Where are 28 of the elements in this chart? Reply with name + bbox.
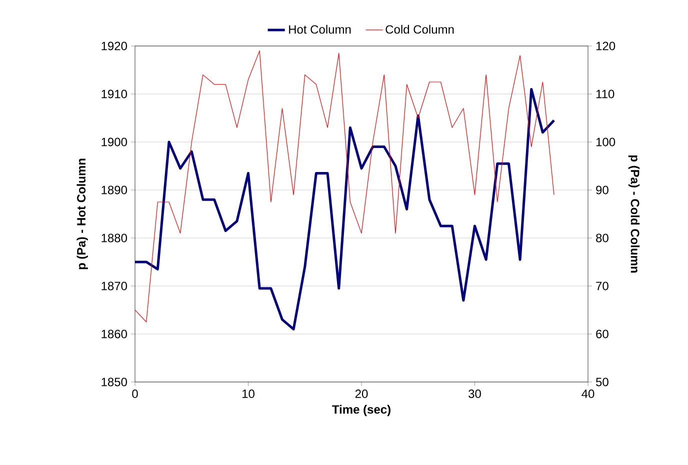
y-tick-label: 1860 bbox=[102, 330, 127, 338]
x-tick-label: 40 bbox=[582, 390, 594, 398]
x-axis-title: Time (sec) bbox=[332, 404, 390, 416]
y-tick-label: 1910 bbox=[102, 90, 127, 98]
x-tick-label: 10 bbox=[242, 390, 254, 398]
x-tick-label: 30 bbox=[468, 390, 481, 398]
y2-axis-title: p (Pa) - Cold Column bbox=[628, 155, 640, 273]
y2-tick-label: 80 bbox=[596, 234, 608, 242]
y2-tick-label: 110 bbox=[596, 90, 614, 98]
legend-label: Hot Column bbox=[289, 24, 351, 34]
y2-tick-label: 120 bbox=[596, 42, 616, 50]
y2-tick-label: 90 bbox=[596, 186, 608, 194]
line-series bbox=[135, 88, 556, 330]
y2-tick-label: 60 bbox=[596, 330, 608, 338]
y2-tick-label: 70 bbox=[596, 282, 608, 290]
y-tick-label: 1890 bbox=[102, 186, 127, 194]
y2-tick-label: 50 bbox=[596, 378, 608, 386]
x-tick-label: 0 bbox=[132, 390, 138, 398]
y-tick-label: 1880 bbox=[102, 234, 127, 242]
y-tick-label: 1920 bbox=[102, 42, 127, 50]
y-tick-label: 1900 bbox=[102, 138, 127, 146]
y-tick-label: 1850 bbox=[102, 378, 127, 386]
y2-tick-label: 100 bbox=[596, 138, 616, 146]
legend-label: Cold Column bbox=[386, 24, 454, 34]
line-series bbox=[135, 50, 554, 322]
y-axis-title: p (Pa) - Hot Column bbox=[76, 158, 88, 270]
x-tick-label: 20 bbox=[355, 390, 368, 398]
y-tick-label: 1870 bbox=[102, 282, 127, 290]
